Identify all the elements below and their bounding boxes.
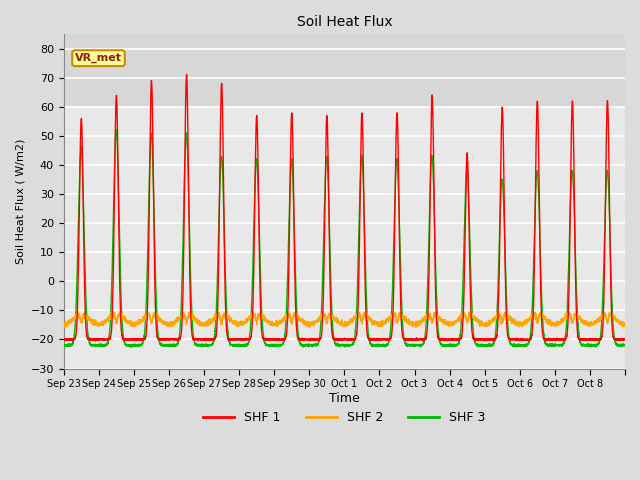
X-axis label: Time: Time <box>329 392 360 405</box>
SHF 1 <box>499 107 506 112</box>
SHF 3 <box>177 321 184 326</box>
SHF 2 <box>396 311 403 316</box>
Y-axis label: Soil Heat Flux ( W/m2): Soil Heat Flux ( W/m2) <box>15 139 25 264</box>
SHF 2 <box>541 315 548 321</box>
SHF 1 <box>177 335 184 341</box>
Title: Soil Heat Flux: Soil Heat Flux <box>296 15 392 29</box>
Legend: SHF 1, SHF 2, SHF 3: SHF 1, SHF 2, SHF 3 <box>198 406 491 429</box>
SHF 3 <box>60 342 68 348</box>
SHF 1 <box>396 239 403 245</box>
SHF 3 <box>499 180 506 186</box>
Text: VR_met: VR_met <box>75 53 122 63</box>
SHF 3 <box>541 337 548 343</box>
SHF 1 <box>365 337 373 343</box>
SHF 1 <box>92 338 100 344</box>
SHF 3 <box>621 342 629 348</box>
SHF 2 <box>621 321 629 326</box>
Line: SHF 2: SHF 2 <box>64 312 625 327</box>
SHF 3 <box>113 127 120 133</box>
SHF 2 <box>526 315 534 321</box>
SHF 2 <box>365 316 373 322</box>
SHF 3 <box>365 338 373 344</box>
Line: SHF 3: SHF 3 <box>64 130 625 348</box>
SHF 1 <box>60 336 68 342</box>
SHF 2 <box>61 324 68 330</box>
Bar <box>64 35 625 107</box>
Line: SHF 1: SHF 1 <box>64 74 625 341</box>
SHF 2 <box>177 314 184 320</box>
SHF 2 <box>60 321 68 326</box>
SHF 1 <box>526 336 534 342</box>
SHF 2 <box>319 309 327 314</box>
SHF 1 <box>183 72 191 77</box>
SHF 2 <box>499 318 506 324</box>
SHF 3 <box>526 336 534 341</box>
SHF 3 <box>127 345 135 350</box>
SHF 1 <box>621 336 629 342</box>
SHF 1 <box>541 336 548 342</box>
SHF 3 <box>396 225 403 231</box>
